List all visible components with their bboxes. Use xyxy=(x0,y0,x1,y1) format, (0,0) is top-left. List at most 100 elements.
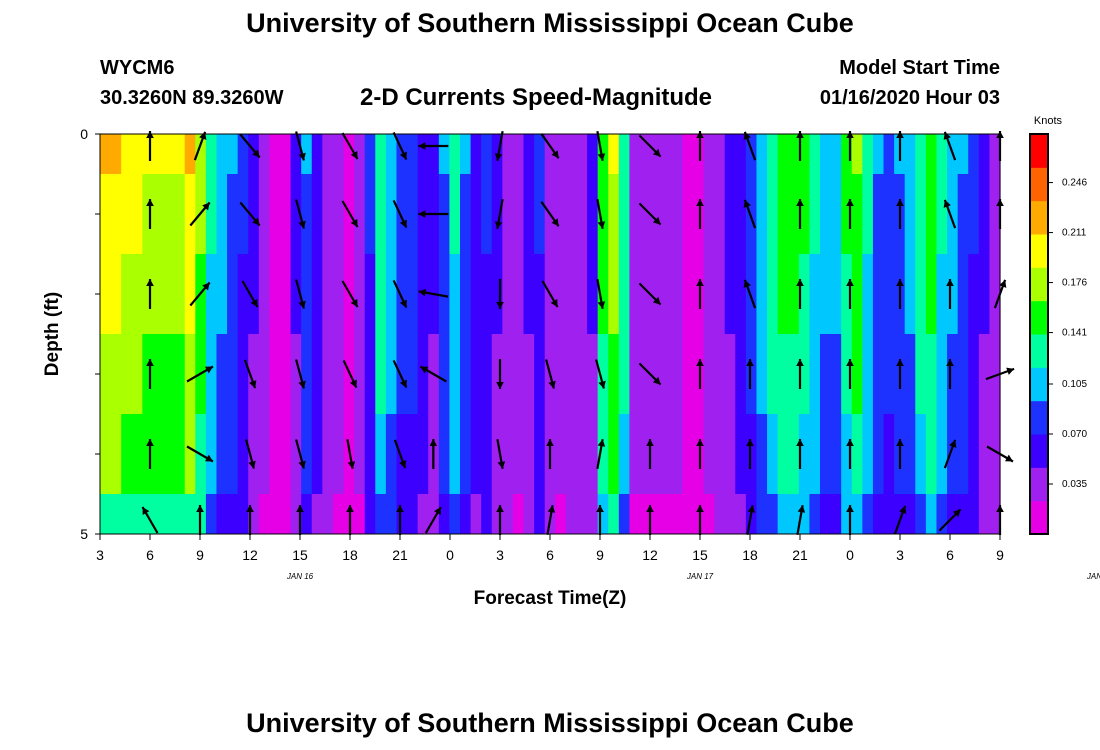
heatmap-cell xyxy=(481,254,493,334)
heatmap-cell xyxy=(714,494,726,534)
vector-arrowhead xyxy=(497,461,506,469)
heatmap-cell xyxy=(629,254,641,334)
heatmap-cell xyxy=(290,174,302,254)
heatmap-cell xyxy=(788,254,800,334)
heatmap-cell xyxy=(978,494,991,534)
heatmap-cell xyxy=(322,494,334,534)
current-vector xyxy=(418,210,449,218)
heatmap-cell xyxy=(237,334,249,414)
heatmap-cell xyxy=(798,174,811,254)
heatmap-cell xyxy=(205,254,218,334)
heatmap-cell xyxy=(703,334,715,414)
colorbar-tick-label: 0.141 xyxy=(1062,328,1087,339)
vector-arrowhead xyxy=(746,439,754,447)
heatmap-cell xyxy=(396,334,408,414)
heatmap-cell xyxy=(512,134,525,174)
heatmap-cell xyxy=(227,494,239,534)
heatmap-cell xyxy=(258,174,271,254)
heatmap-cell xyxy=(385,174,398,254)
vector-arrowhead xyxy=(896,199,904,207)
colorbar-segment xyxy=(1030,300,1048,335)
heatmap-cell xyxy=(820,334,832,414)
footer-title: University of Southern Mississippi Ocean… xyxy=(246,708,854,738)
heatmap-cell xyxy=(311,134,323,174)
heatmap-cell xyxy=(205,174,218,254)
vector-arrowhead xyxy=(418,288,427,297)
current-vector xyxy=(796,131,804,161)
heatmap-cell xyxy=(332,174,345,254)
heatmap-cell xyxy=(438,494,451,534)
model-start-time: 01/16/2020 Hour 03 xyxy=(819,87,1000,109)
heatmap-cell xyxy=(152,254,165,334)
vector-arrowhead xyxy=(1004,454,1013,462)
vector-arrowhead xyxy=(399,151,407,160)
vector-arrowhead xyxy=(548,380,556,389)
heatmap-cell xyxy=(872,334,885,414)
heatmap-cell xyxy=(576,174,588,254)
heatmap-cell xyxy=(936,174,948,254)
current-vector xyxy=(696,439,704,469)
current-vector xyxy=(943,439,957,469)
heatmap-cell xyxy=(640,254,652,334)
heatmap-cell xyxy=(968,414,980,494)
heatmap-cell xyxy=(512,414,525,494)
heatmap-cell xyxy=(311,334,323,414)
current-vector xyxy=(496,279,504,309)
colorbar-frame xyxy=(1029,133,1049,535)
heatmap-cell xyxy=(152,174,165,254)
heatmap-cell xyxy=(671,494,683,534)
current-vector xyxy=(196,505,204,535)
heatmap-cell xyxy=(163,134,175,174)
current-vector xyxy=(392,131,408,161)
heatmap-cell xyxy=(152,414,165,494)
heatmap-cell xyxy=(830,254,842,334)
vector-arrowhead xyxy=(196,505,204,513)
heatmap-cell xyxy=(227,174,239,254)
colorbar: Knots 0.246 0.211 0.176 0.141 0.105 0.070 0.03… xyxy=(1029,115,1087,535)
heatmap-cell xyxy=(470,174,482,254)
current-vector xyxy=(419,365,447,383)
heatmap-cell xyxy=(385,334,398,414)
current-vector xyxy=(540,133,560,159)
heatmap-cell xyxy=(777,174,789,254)
current-vector xyxy=(392,359,408,389)
heatmap-cell xyxy=(311,494,323,534)
current-vector xyxy=(638,134,662,158)
heatmap-cell xyxy=(280,254,292,334)
heatmap-cell xyxy=(332,134,345,174)
current-vector xyxy=(638,282,662,306)
heatmap-cell xyxy=(565,174,578,254)
heatmap-cell xyxy=(407,494,419,534)
vector-arrowhead xyxy=(696,279,704,287)
heatmap-cell xyxy=(481,174,493,254)
heatmap-cell xyxy=(523,414,535,494)
heatmap-cell xyxy=(332,334,345,414)
heatmap-cell xyxy=(491,494,503,534)
heatmap-cell xyxy=(301,134,313,174)
heatmap-cell xyxy=(788,494,800,534)
current-vector xyxy=(186,365,214,383)
heatmap-cell xyxy=(248,494,260,534)
current-vector xyxy=(896,199,904,229)
vector-arrowhead xyxy=(347,461,356,469)
x-tick-label: 3 xyxy=(896,547,904,563)
heatmap-cell xyxy=(449,414,461,494)
heatmap-cell xyxy=(100,334,112,414)
heatmap-cell xyxy=(280,134,292,174)
heatmap-cell xyxy=(618,334,631,414)
heatmap-cell xyxy=(947,254,959,334)
heatmap-cell xyxy=(724,494,736,534)
heatmap-cell xyxy=(703,494,715,534)
heatmap-cell xyxy=(449,334,461,414)
heatmap-cell xyxy=(608,254,620,334)
colorbar-tick-label: 0.070 xyxy=(1062,429,1087,440)
heatmap-cell xyxy=(682,334,694,414)
vector-arrowhead xyxy=(846,439,854,447)
heatmap-cell xyxy=(968,334,980,414)
current-vector xyxy=(295,279,306,309)
heatmap-cell xyxy=(703,414,715,494)
heatmap-cell xyxy=(248,254,260,334)
current-vector xyxy=(946,279,954,309)
current-vector xyxy=(896,439,904,469)
current-vector xyxy=(496,505,504,535)
